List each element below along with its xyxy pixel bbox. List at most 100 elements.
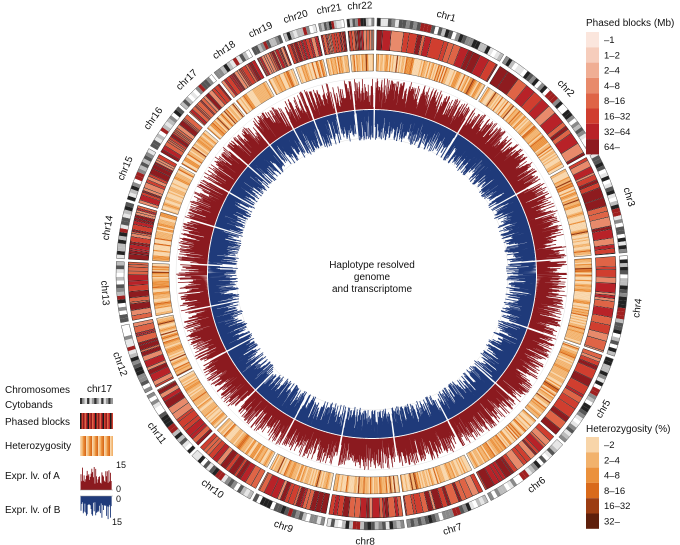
track-key-phased-block — [105, 413, 107, 429]
cytoband — [195, 86, 204, 95]
phased-block-gap — [308, 38, 315, 58]
heterozygosity-bin — [346, 475, 350, 493]
phased-outline — [320, 31, 348, 56]
phased-block-gap — [129, 243, 150, 247]
heterozygosity-bin — [206, 408, 221, 421]
phased-block-gap — [301, 488, 309, 508]
cytoband — [417, 517, 423, 526]
heterozygosity-bin — [554, 361, 571, 371]
heterozygosity-bin — [521, 410, 536, 423]
cytoband — [117, 239, 127, 245]
phased-block — [128, 264, 149, 268]
cytoband — [120, 220, 130, 226]
heterozygosity-bin — [262, 82, 273, 98]
heterozygosity-bin — [191, 147, 206, 159]
phased-block-gap — [152, 372, 172, 382]
track-key-phased-block — [84, 413, 86, 429]
phased-block — [594, 294, 616, 299]
chromosome-chr7: chr7 — [391, 395, 489, 538]
heterozygosity-bin — [166, 193, 183, 202]
phased-block — [128, 262, 149, 265]
phased-block-gap — [157, 157, 176, 168]
heterozygosity-bin — [500, 103, 513, 118]
heterozygosity-bin — [551, 171, 568, 181]
heterozygosity-bin — [169, 353, 186, 362]
heterozygosity-bin — [544, 158, 560, 169]
heterozygosity-bin — [168, 188, 185, 197]
heterozygosity-bin — [245, 440, 257, 456]
phased-block-gap — [128, 270, 149, 272]
phased-block-gap — [368, 497, 370, 518]
heterozygosity-bin — [460, 455, 470, 472]
cytoband — [371, 521, 375, 531]
heterozygosity-bin — [240, 436, 252, 452]
heterozygosity-bin — [252, 444, 264, 460]
heterozygosity-bin — [186, 383, 202, 395]
heterozygosity-bin — [534, 142, 550, 154]
cytoband — [121, 216, 131, 223]
cytoband — [208, 465, 217, 474]
heterozygosity-bin — [309, 468, 316, 486]
heterozygosity-bin — [444, 463, 452, 480]
phased-block — [578, 358, 598, 370]
heterozygosity-bin — [173, 361, 190, 371]
cytoband — [124, 205, 133, 212]
heterozygosity-bin — [555, 179, 572, 189]
cytoband — [117, 302, 127, 308]
phased-block — [387, 496, 396, 518]
phased-block — [218, 83, 232, 101]
cytoband — [182, 99, 191, 108]
heterozygosity-bin — [196, 396, 211, 408]
heterozygosity-bin — [300, 65, 308, 82]
heterozygosity-bin — [417, 471, 423, 489]
heterozygosity-bin — [195, 142, 210, 154]
cytoband — [608, 196, 618, 203]
heterozygosity-bin — [516, 119, 530, 133]
heterozygosity-bin — [377, 54, 380, 72]
phased-block-gap — [298, 41, 306, 61]
heterozygosity-bin — [302, 466, 310, 484]
cytoband — [500, 484, 508, 494]
cytoband — [434, 513, 441, 522]
heterozygosity-bin — [552, 366, 568, 376]
track-key-phased-block — [92, 413, 94, 429]
phased-outline — [475, 422, 555, 491]
track-key-heterozygosity-bin — [99, 436, 101, 456]
cytoband — [613, 325, 623, 331]
heterozygosity-bin — [539, 149, 554, 160]
heterozygosity-bin — [496, 433, 508, 448]
heterozygosity-bin — [564, 202, 581, 210]
heterozygosity-bin — [475, 84, 486, 100]
cytoband — [123, 209, 133, 216]
cytoband — [615, 226, 625, 232]
cytoband — [618, 244, 627, 250]
heterozygosity-outline — [178, 370, 228, 429]
heterozygosity-bin — [376, 476, 379, 494]
heterozygosity-bin — [163, 338, 180, 345]
phased-outline — [489, 65, 586, 165]
chromosome-label: chr14 — [101, 214, 116, 241]
heterozygosity-bin — [555, 359, 572, 368]
cytoband — [129, 352, 138, 359]
ideogram-outline — [150, 106, 185, 151]
heterozygosity-bin — [317, 470, 323, 488]
cytoband — [613, 215, 622, 221]
heterozygosity-bin — [573, 244, 591, 249]
cytoband — [461, 503, 469, 513]
cytoband — [398, 19, 403, 28]
heterozygosity-bin — [229, 105, 242, 120]
heterozygosity-bin — [449, 70, 457, 87]
heterozygosity-bin — [165, 344, 182, 352]
phased-block-gap — [270, 477, 280, 497]
phased-block-gap — [496, 71, 509, 89]
phased-block-gap — [129, 250, 150, 253]
heterozygosity-bin — [425, 469, 431, 487]
cytoband — [399, 519, 405, 529]
heterozygosity-bin — [292, 463, 300, 480]
cytoband — [619, 278, 628, 283]
heterozygosity-bin — [338, 474, 343, 492]
cytoband — [271, 37, 278, 46]
phased-block-gap — [310, 37, 317, 58]
phased-block-gap — [184, 117, 200, 132]
heterozygosity-bin — [175, 364, 192, 374]
